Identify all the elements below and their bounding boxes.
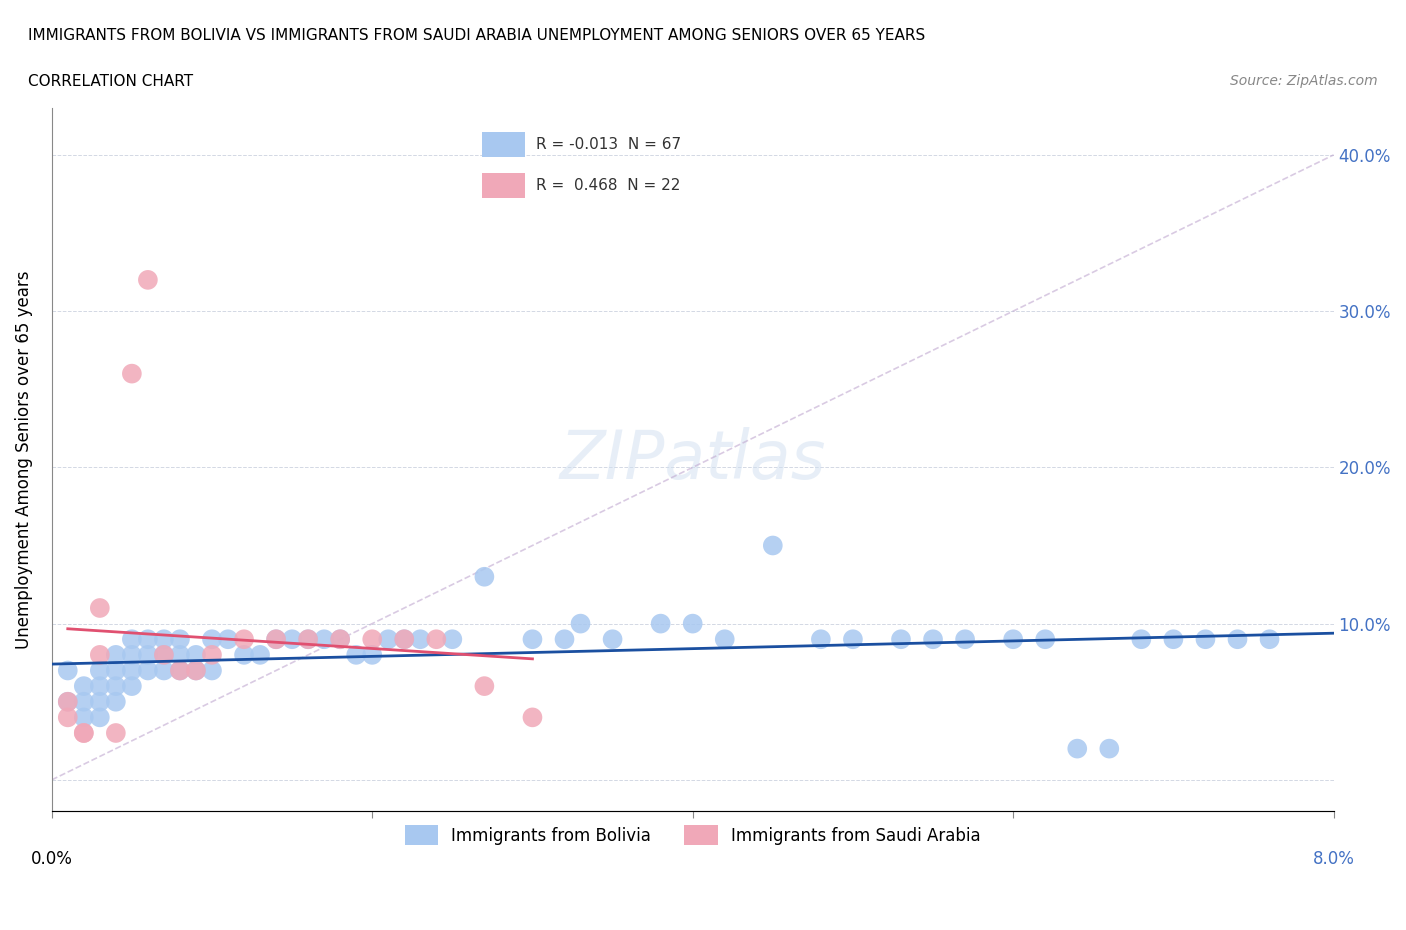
Immigrants from Bolivia (184, 647, 207, 662)
Immigrants from Bolivia (474, 569, 496, 584)
Immigrants from Bolivia (249, 647, 271, 662)
Immigrants from Bolivia (104, 663, 127, 678)
Text: Source: ZipAtlas.com: Source: ZipAtlas.com (1230, 74, 1378, 88)
Immigrants from Saudi Arabia (184, 663, 207, 678)
Immigrants from Bolivia (441, 631, 464, 646)
Immigrants from Bolivia (136, 631, 159, 646)
Immigrants from Saudi Arabia (56, 710, 79, 724)
Immigrants from Bolivia (89, 663, 111, 678)
Immigrants from Bolivia (297, 631, 319, 646)
Immigrants from Bolivia (1002, 631, 1025, 646)
Immigrants from Saudi Arabia (56, 695, 79, 710)
Immigrants from Saudi Arabia (201, 647, 224, 662)
Immigrants from Saudi Arabia (297, 631, 319, 646)
Immigrants from Bolivia (184, 663, 207, 678)
Immigrants from Bolivia (553, 631, 575, 646)
Legend: Immigrants from Bolivia, Immigrants from Saudi Arabia: Immigrants from Bolivia, Immigrants from… (398, 818, 987, 852)
Immigrants from Bolivia (201, 631, 224, 646)
Immigrants from Bolivia (1163, 631, 1185, 646)
Immigrants from Bolivia (121, 663, 143, 678)
Immigrants from Bolivia (1066, 741, 1088, 756)
Immigrants from Bolivia (104, 647, 127, 662)
Immigrants from Saudi Arabia (169, 663, 191, 678)
Immigrants from Bolivia (569, 617, 592, 631)
Immigrants from Saudi Arabia (73, 725, 96, 740)
Immigrants from Bolivia (264, 631, 287, 646)
Immigrants from Saudi Arabia (121, 366, 143, 381)
Immigrants from Bolivia (281, 631, 304, 646)
Immigrants from Saudi Arabia (233, 631, 256, 646)
Immigrants from Bolivia (682, 617, 704, 631)
Immigrants from Bolivia (377, 631, 399, 646)
Immigrants from Bolivia (522, 631, 544, 646)
Immigrants from Bolivia (344, 647, 367, 662)
Immigrants from Bolivia (1258, 631, 1281, 646)
Immigrants from Saudi Arabia (104, 725, 127, 740)
Immigrants from Saudi Arabia (136, 272, 159, 287)
Immigrants from Bolivia (56, 695, 79, 710)
Immigrants from Bolivia (136, 663, 159, 678)
Immigrants from Bolivia (1098, 741, 1121, 756)
Immigrants from Bolivia (104, 679, 127, 694)
Immigrants from Bolivia (1226, 631, 1249, 646)
Immigrants from Bolivia (1194, 631, 1216, 646)
Text: 0.0%: 0.0% (31, 850, 73, 868)
Immigrants from Saudi Arabia (361, 631, 384, 646)
Immigrants from Bolivia (121, 647, 143, 662)
Immigrants from Bolivia (153, 647, 176, 662)
Text: 8.0%: 8.0% (1313, 850, 1354, 868)
Immigrants from Bolivia (650, 617, 672, 631)
Immigrants from Saudi Arabia (474, 679, 496, 694)
Immigrants from Bolivia (762, 538, 785, 553)
Immigrants from Saudi Arabia (264, 631, 287, 646)
Immigrants from Bolivia (810, 631, 832, 646)
Immigrants from Bolivia (169, 631, 191, 646)
Immigrants from Bolivia (169, 663, 191, 678)
Immigrants from Saudi Arabia (522, 710, 544, 724)
Immigrants from Bolivia (922, 631, 945, 646)
Immigrants from Saudi Arabia (329, 631, 352, 646)
Immigrants from Bolivia (169, 647, 191, 662)
Immigrants from Bolivia (121, 631, 143, 646)
Immigrants from Bolivia (73, 679, 96, 694)
Immigrants from Bolivia (842, 631, 865, 646)
Immigrants from Bolivia (153, 663, 176, 678)
Immigrants from Bolivia (89, 679, 111, 694)
Immigrants from Bolivia (1130, 631, 1153, 646)
Immigrants from Bolivia (89, 695, 111, 710)
Immigrants from Bolivia (394, 631, 416, 646)
Immigrants from Bolivia (121, 679, 143, 694)
Immigrants from Bolivia (890, 631, 912, 646)
Immigrants from Bolivia (713, 631, 735, 646)
Immigrants from Bolivia (409, 631, 432, 646)
Immigrants from Bolivia (89, 710, 111, 724)
Immigrants from Bolivia (153, 631, 176, 646)
Immigrants from Bolivia (953, 631, 976, 646)
Y-axis label: Unemployment Among Seniors over 65 years: Unemployment Among Seniors over 65 years (15, 271, 32, 649)
Immigrants from Saudi Arabia (153, 647, 176, 662)
Immigrants from Bolivia (329, 631, 352, 646)
Immigrants from Saudi Arabia (425, 631, 447, 646)
Immigrants from Bolivia (56, 663, 79, 678)
Immigrants from Bolivia (1033, 631, 1056, 646)
Immigrants from Saudi Arabia (394, 631, 416, 646)
Immigrants from Bolivia (361, 647, 384, 662)
Immigrants from Saudi Arabia (89, 647, 111, 662)
Immigrants from Bolivia (136, 647, 159, 662)
Immigrants from Bolivia (233, 647, 256, 662)
Immigrants from Bolivia (602, 631, 624, 646)
Text: CORRELATION CHART: CORRELATION CHART (28, 74, 193, 89)
Immigrants from Saudi Arabia (73, 725, 96, 740)
Immigrants from Bolivia (217, 631, 239, 646)
Text: IMMIGRANTS FROM BOLIVIA VS IMMIGRANTS FROM SAUDI ARABIA UNEMPLOYMENT AMONG SENIO: IMMIGRANTS FROM BOLIVIA VS IMMIGRANTS FR… (28, 28, 925, 43)
Immigrants from Bolivia (104, 695, 127, 710)
Immigrants from Bolivia (314, 631, 336, 646)
Immigrants from Bolivia (73, 695, 96, 710)
Immigrants from Bolivia (73, 710, 96, 724)
Immigrants from Bolivia (201, 663, 224, 678)
Immigrants from Saudi Arabia (89, 601, 111, 616)
Text: ZIPatlas: ZIPatlas (560, 427, 825, 493)
